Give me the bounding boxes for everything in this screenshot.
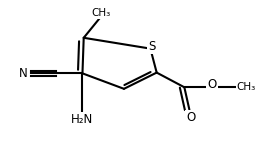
Text: O: O xyxy=(207,78,217,91)
Text: S: S xyxy=(148,40,156,53)
Text: H₂N: H₂N xyxy=(71,113,94,126)
Text: CH₃: CH₃ xyxy=(237,82,256,92)
Text: N: N xyxy=(19,67,28,80)
Text: O: O xyxy=(186,111,195,124)
Text: CH₃: CH₃ xyxy=(92,8,111,18)
